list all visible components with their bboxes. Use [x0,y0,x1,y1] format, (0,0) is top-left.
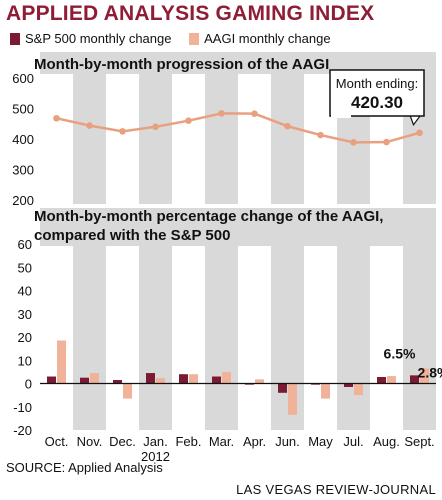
bar-chart-title-line2: compared with the S&P 500 [34,227,230,244]
source-note: SOURCE: Applied Analysis [6,460,163,475]
x-category-label: Dec. [109,434,136,449]
bar-y-tick-label: 10 [18,353,32,368]
bar-y-tick-label: 20 [18,330,32,345]
legend-label-sp500: S&P 500 monthly change [25,31,172,46]
bar-panel-stripe [238,246,271,430]
aagi-point [218,110,225,117]
aagi-point [119,128,126,135]
line-panel-stripe [172,74,205,204]
aagi-point [86,122,93,129]
bar-panel-stripe [106,246,139,430]
aagi-point [185,117,192,124]
x-category-label: Jul. [343,434,363,449]
aagi-point [383,138,390,146]
aagi-bar [57,340,66,384]
bar-panel-stripe [304,246,337,430]
legend-item-sp500: S&P 500 monthly change [10,31,171,46]
aagi-point [284,122,291,130]
aagi-bar [255,379,264,384]
line-panel-stripe [238,74,271,204]
x-category-label: Aug. [373,434,400,449]
callout-gap [331,112,351,118]
bar-y-tick-label: -20 [13,423,32,438]
line-panel-stripe [106,74,139,204]
line-y-tick-label: 500 [12,102,34,117]
x-year-label: 2012 [141,449,170,464]
bar-y-tick-label: -10 [13,400,32,415]
bar-panel-stripe [40,246,73,430]
aagi-bar [222,371,231,384]
aagi-point [416,129,423,137]
legend-label-aagi: AAGI monthly change [204,31,331,46]
x-category-label: Oct. [45,434,69,449]
sp500-bar [212,376,221,384]
bar-y-tick-label: 40 [18,284,32,299]
bar-annotation-label: 2.8% [418,364,442,380]
aagi-bar [420,368,429,384]
aagi-bar [90,373,99,384]
sp500-bar [179,374,188,384]
legend-item-aagi: AAGI monthly change [189,31,331,46]
sp500-bar [377,376,386,384]
bar-y-tick-label: 50 [18,260,32,275]
x-category-label: Mar. [209,434,234,449]
aagi-bar [354,383,363,396]
sp500-bar [146,373,155,384]
callout-label: Month ending: [336,76,418,91]
legend: S&P 500 monthly change AAGI monthly chan… [10,31,345,48]
aagi-bar [156,378,165,384]
sp500-bar [344,383,353,387]
x-category-label: Apr. [243,434,266,449]
callout-value: 420.30 [351,93,403,112]
bar-chart-title: Month-by-month percentage change of the … [34,208,383,225]
line-panel-stripe [40,74,73,204]
x-category-label: Feb. [175,434,201,449]
page-title: APPLIED ANALYSIS GAMING INDEX [6,2,375,25]
sp500-bar [113,380,122,384]
aagi-point [317,131,324,139]
aagi-bar [189,374,198,384]
aagi-point [350,139,357,146]
x-category-label: Sept. [404,434,434,449]
legend-swatch-aagi [189,32,200,45]
callout-box [329,69,425,117]
bar-panel-stripe [370,246,403,430]
line-y-tick-label: 300 [12,163,34,178]
bar-panel-stripe [172,246,205,430]
line-y-tick-label: 200 [12,193,34,208]
aagi-line [56,112,420,144]
aagi-point [251,110,258,117]
x-category-label: Nov. [77,434,103,449]
bar-y-tick-label: 30 [18,307,32,322]
aagi-bar [321,383,330,399]
line-y-tick-label: 400 [12,132,34,147]
publisher-credit: LAS VEGAS REVIEW-JOURNAL [236,482,436,497]
x-category-label: Jun. [275,434,300,449]
aagi-bar [123,383,132,399]
sp500-bar [278,383,287,393]
aagi-point [53,114,60,122]
line-chart-title: Month-by-month progression of the AAGI [34,56,329,73]
sp500-bar [80,377,89,384]
legend-swatch-sp500 [10,32,20,45]
aagi-bar [387,376,396,384]
bar-y-tick-label: 0 [25,377,32,392]
bar-y-tick-label: 60 [18,237,32,252]
line-y-tick-label: 600 [12,71,34,86]
aagi-bar [288,383,297,415]
bar-annotation-label: 6.5% [384,345,416,361]
sp500-bar [410,375,419,384]
x-category-label: May [308,434,333,449]
aagi-point [152,123,159,131]
x-category-label: Jan. [143,434,168,449]
sp500-bar [47,376,56,384]
